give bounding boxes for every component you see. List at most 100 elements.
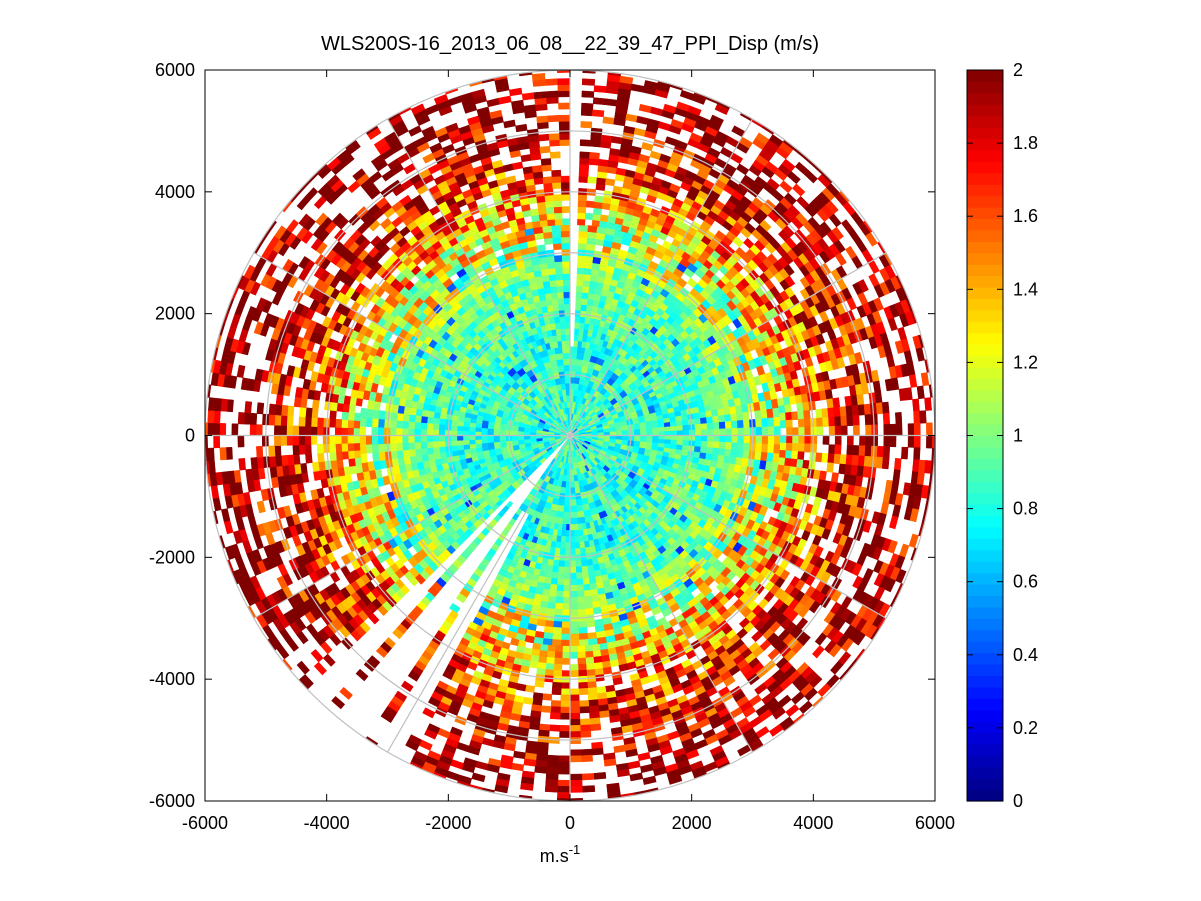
heatmap-cell xyxy=(559,376,566,385)
heatmap-cell xyxy=(371,443,379,454)
heatmap-cell xyxy=(353,449,361,459)
heatmap-cell xyxy=(546,304,554,313)
heatmap-cell xyxy=(664,426,672,432)
heatmap-cell xyxy=(341,450,349,460)
heatmap-cell xyxy=(523,438,531,444)
heatmap-cell xyxy=(564,487,571,495)
heatmap-cell xyxy=(561,621,571,629)
heatmap-cell xyxy=(569,639,580,647)
heatmap-cell xyxy=(402,442,410,451)
heatmap-cell xyxy=(359,426,367,436)
heatmap-cell xyxy=(569,584,578,592)
heatmap-cell xyxy=(367,399,375,410)
heatmap-cell xyxy=(316,426,324,436)
heatmap-cell xyxy=(562,597,571,604)
heatmap-cell xyxy=(377,426,385,436)
heatmap-cell xyxy=(587,176,598,184)
heatmap-cell xyxy=(438,429,446,436)
heatmap-cell xyxy=(755,418,763,428)
heatmap-cell xyxy=(493,441,501,450)
heatmap-cell xyxy=(420,415,428,424)
heatmap-cell xyxy=(803,410,811,420)
heatmap-cell xyxy=(432,446,440,454)
heatmap-cell xyxy=(778,457,786,466)
heatmap-cell xyxy=(754,451,762,461)
heatmap-cell xyxy=(414,414,422,423)
heatmap-cell xyxy=(557,291,565,299)
heatmap-cell xyxy=(569,621,579,629)
heatmap-cell xyxy=(545,656,555,665)
heatmap-cell xyxy=(456,425,464,432)
heatmap-cell xyxy=(561,242,571,250)
heatmap-cell xyxy=(365,417,373,428)
heatmap-cell xyxy=(569,597,578,604)
heatmap-cell xyxy=(569,352,578,360)
heatmap-cell xyxy=(682,424,690,431)
heatmap-cell xyxy=(439,451,447,459)
heatmap-cell xyxy=(761,443,769,454)
heatmap-cell xyxy=(786,435,793,444)
heatmap-cell xyxy=(592,606,602,615)
heatmap-cell xyxy=(377,435,385,445)
heatmap-cell xyxy=(347,419,355,429)
heatmap-cell xyxy=(556,334,562,342)
heatmap-cell xyxy=(560,181,571,189)
heatmap-cell xyxy=(577,206,587,214)
heatmap-cell xyxy=(585,200,595,208)
heatmap-cell xyxy=(395,435,403,444)
heatmap-cell xyxy=(785,419,793,429)
heatmap-cell xyxy=(539,219,549,228)
heatmap-cell xyxy=(561,658,571,665)
heatmap-cell xyxy=(553,663,563,671)
heatmap-cell xyxy=(329,451,337,461)
heatmap-cell xyxy=(778,405,786,414)
heatmap-cell xyxy=(694,423,702,431)
heatmap-cell xyxy=(821,452,829,463)
heatmap-cell xyxy=(335,451,343,461)
heatmap-cell xyxy=(582,285,590,294)
heatmap-cell xyxy=(561,236,571,244)
heatmap-cell xyxy=(427,453,435,461)
heatmap-cell xyxy=(569,645,578,653)
heatmap-cell xyxy=(569,633,580,641)
heatmap-cell xyxy=(551,639,562,647)
heatmap-cell xyxy=(682,430,690,436)
heatmap-cell xyxy=(694,435,702,442)
heatmap-cell xyxy=(432,440,440,448)
heatmap-cell xyxy=(562,346,571,354)
heatmap-cell xyxy=(578,230,589,238)
heatmap-cell xyxy=(797,418,805,428)
heatmap-cell xyxy=(784,404,792,414)
heatmap-cell xyxy=(551,292,559,300)
heatmap-cell xyxy=(694,429,702,436)
heatmap-cell xyxy=(547,267,557,276)
heatmap-cell xyxy=(310,426,318,436)
heatmap-cell xyxy=(569,651,579,659)
heatmap-cell xyxy=(432,423,440,431)
heatmap-cell xyxy=(743,419,751,429)
heatmap-cell xyxy=(474,431,482,436)
heatmap-cell xyxy=(754,410,762,420)
heatmap-cell xyxy=(577,200,587,208)
heatmap-cell xyxy=(573,474,579,482)
heatmap-cell xyxy=(560,230,571,238)
heatmap-cell xyxy=(543,237,554,245)
heatmap-cell xyxy=(621,430,629,436)
heatmap-cell xyxy=(450,445,459,452)
heatmap-cell xyxy=(586,558,594,567)
heatmap-cell xyxy=(579,547,586,555)
heatmap-cell xyxy=(564,560,571,568)
heatmap-cell xyxy=(305,407,313,418)
heatmap-cell xyxy=(420,428,427,436)
heatmap-cell xyxy=(621,435,629,441)
heatmap-cell xyxy=(827,453,835,464)
heatmap-cell xyxy=(706,447,714,455)
heatmap-cell xyxy=(574,322,581,329)
heatmap-cell xyxy=(538,650,548,658)
heatmap-cell xyxy=(827,407,835,418)
heatmap-cell xyxy=(718,448,726,457)
heatmap-cell xyxy=(573,529,580,537)
heatmap-cell xyxy=(803,443,812,453)
heatmap-cell xyxy=(574,315,581,323)
heatmap-cell xyxy=(761,435,769,445)
